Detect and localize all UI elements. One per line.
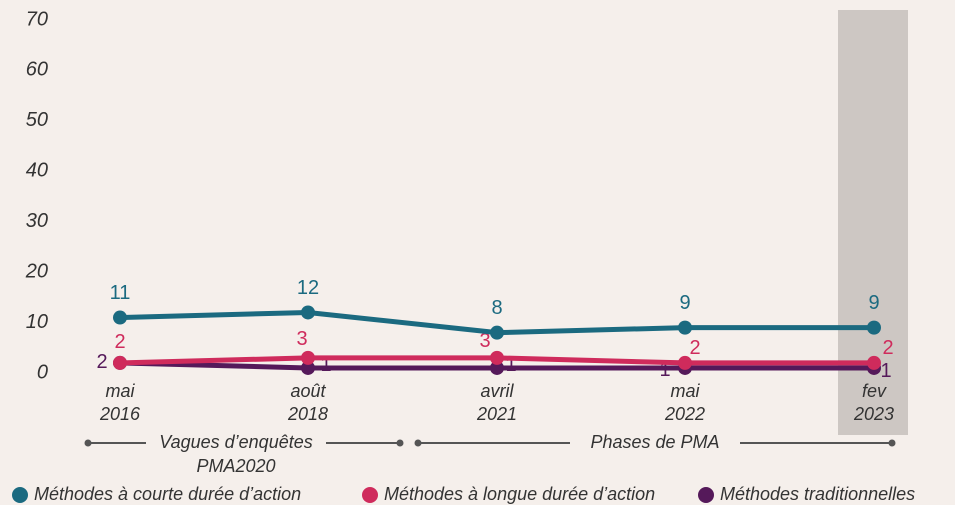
point — [490, 350, 504, 365]
data-label: 8 — [491, 297, 502, 319]
point — [113, 310, 127, 325]
bracket-end — [888, 439, 896, 447]
data-label: 9 — [679, 292, 690, 314]
point — [678, 320, 692, 335]
y-tick-label: 30 — [26, 210, 48, 232]
y-tick-label: 50 — [26, 109, 48, 131]
data-label: 9 — [868, 292, 879, 314]
point — [678, 355, 692, 370]
x-tick-label: août 2018 — [287, 381, 328, 424]
x-tick-label: mai 2022 — [664, 381, 705, 424]
x-tick-label: avril 2021 — [476, 381, 517, 424]
data-label: 12 — [297, 277, 319, 299]
bracket-gap — [570, 431, 740, 455]
data-label: 1 — [320, 354, 331, 376]
bracket-end — [414, 439, 422, 447]
bracket-label: Vagues d’enquêtes — [159, 432, 312, 452]
point — [490, 325, 504, 340]
y-tick-label: 10 — [26, 311, 48, 333]
data-label: 1 — [505, 354, 516, 376]
data-label: 11 — [110, 282, 131, 304]
bracket-label: PMA2020 — [196, 456, 275, 476]
bracket-gap — [146, 431, 326, 455]
legend-swatch — [12, 487, 28, 503]
data-label: 1 — [659, 359, 670, 381]
y-tick-label: 60 — [26, 59, 48, 81]
bracket-label: Phases de PMA — [590, 432, 719, 452]
legend-label: Méthodes à courte durée d’action — [34, 484, 301, 504]
y-tick-label: 20 — [25, 260, 48, 282]
x-tick-label: mai 2016 — [99, 381, 141, 424]
data-label: 2 — [689, 337, 700, 359]
data-label: 3 — [296, 328, 307, 350]
data-label: 2 — [96, 351, 107, 373]
bracket-end — [84, 439, 92, 447]
bracket-end — [396, 439, 404, 447]
legend-swatch — [698, 487, 714, 503]
point — [301, 360, 315, 375]
point — [490, 360, 504, 375]
y-tick-label: 0 — [37, 361, 48, 383]
point — [867, 320, 881, 335]
legend-label: Méthodes à longue durée d’action — [384, 484, 655, 504]
y-tick-label: 70 — [26, 8, 48, 30]
data-label: 1 — [880, 360, 891, 382]
point — [867, 355, 881, 370]
y-tick-label: 40 — [26, 160, 48, 182]
point — [113, 355, 127, 370]
data-label: 2 — [114, 331, 125, 353]
data-label: 2 — [882, 337, 893, 359]
point — [301, 350, 315, 365]
x-tick-label: fev 2023 — [853, 381, 894, 424]
data-label: 3 — [479, 330, 490, 352]
legend-swatch — [362, 487, 378, 503]
legend-label: Méthodes traditionnelles — [720, 484, 915, 504]
point — [301, 305, 315, 320]
